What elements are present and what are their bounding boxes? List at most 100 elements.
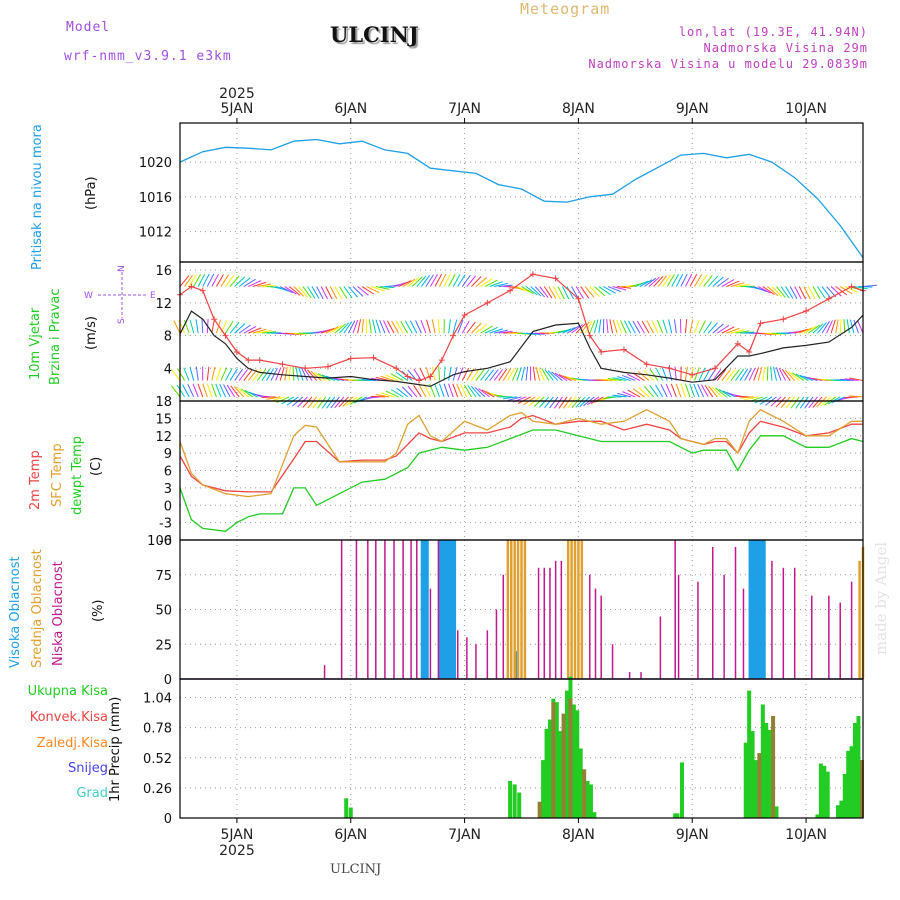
panel-frame (179, 678, 864, 819)
cloud-bar (323, 665, 326, 679)
model-name: wrf-nmm_v3.9.1 e3km (64, 49, 232, 64)
wind-arrow (361, 286, 375, 295)
gust-marker (233, 348, 240, 355)
wind-arrow (187, 383, 195, 398)
wind-arrow (284, 286, 297, 295)
y-tick-label: 0.26 (143, 782, 172, 797)
wind-arrow (784, 369, 796, 381)
compass-cross-icon (98, 272, 146, 318)
legend-freezing-rain: Zaledj.Kisa (36, 736, 108, 751)
wind-arrow (566, 286, 574, 300)
wind-arrow (533, 396, 545, 407)
x-tick-label-bottom: 10JAN (785, 827, 827, 843)
wind-arrow (835, 319, 839, 334)
cloud-bar (537, 567, 540, 679)
wind-arrow (516, 286, 530, 293)
wind-arrow (674, 366, 677, 381)
wind-arrow (726, 327, 740, 334)
gust-marker (712, 365, 719, 372)
wind-arrow (502, 396, 518, 400)
conv-precip-bar (757, 753, 762, 818)
wind-arrow (471, 385, 481, 398)
cloud-bar (443, 540, 447, 679)
precip-bar (743, 742, 748, 818)
wind-arrow (808, 324, 821, 334)
wind-arrow (312, 396, 322, 409)
y-tick-label: 0.52 (143, 752, 172, 767)
wind-arrow (590, 396, 604, 404)
precip-bar (517, 792, 522, 818)
x-tick-label-top: 8JAN (562, 101, 595, 117)
wind-arrow (781, 368, 791, 381)
wind-arrow (439, 273, 447, 287)
wind-arrow (668, 319, 673, 334)
wind-arrow (794, 286, 802, 300)
wind-arrow (643, 386, 654, 398)
wind-arrow (304, 368, 313, 381)
wind-arrow (775, 396, 786, 408)
wind-arrow (535, 366, 541, 381)
cloud-bar (560, 560, 563, 679)
wind-arrow (206, 366, 210, 381)
wind-arrow (758, 286, 771, 294)
legend-hail: Grad (76, 786, 108, 801)
wind-arrow (385, 390, 399, 398)
wind-arrow (562, 375, 577, 382)
wind-arrow (391, 320, 399, 334)
y-tick-label: 0 (164, 812, 172, 827)
cloud-bar (723, 574, 725, 679)
wind-arrow (195, 366, 199, 381)
wind-arrow (357, 319, 362, 334)
y-tick-label: 4 (164, 362, 172, 377)
cloud-bar (513, 540, 516, 679)
wind-arrow (762, 286, 775, 295)
wind-arrow (334, 396, 345, 408)
wind-arrow (387, 320, 395, 334)
wind-speed-line (179, 310, 864, 387)
y-tick-label: 15 (155, 412, 172, 427)
wind-arrow (849, 377, 864, 382)
wind-arrow (271, 396, 285, 402)
wind-arrow (853, 319, 859, 334)
wind-arrow (623, 320, 632, 334)
location-title: ULCINJ (330, 22, 419, 47)
wind-arrow (317, 396, 327, 409)
wind-arrow (812, 323, 824, 334)
wind-arrow (593, 319, 599, 334)
cloud-bar (438, 540, 443, 679)
cloud-bar (753, 540, 757, 679)
wind-arrow (467, 385, 477, 398)
temp-line-2 (179, 429, 864, 532)
wind-arrow (563, 396, 572, 409)
wind-arrow (348, 286, 358, 298)
cloud-bar (475, 644, 477, 679)
wind-arrow (466, 321, 476, 334)
wind-arrow (330, 396, 340, 409)
wind-arrow (689, 274, 698, 287)
wind-arrow (461, 274, 471, 287)
wind-arrow (229, 322, 240, 334)
wind-arrow (238, 369, 249, 381)
wind-arrow (413, 368, 422, 381)
wind-arrow (443, 366, 446, 381)
legend-snow: Snijeg (68, 761, 108, 776)
wind-arrow (452, 383, 459, 398)
wind-arrow (748, 367, 756, 381)
cloud-bar (711, 546, 714, 679)
wind-arrow (375, 394, 390, 398)
gust-marker (199, 287, 206, 294)
cloud-bar (543, 567, 546, 679)
wind-arrow (448, 273, 456, 287)
wind-arrow (320, 327, 335, 334)
gust-marker (279, 361, 286, 368)
wind-arrow (839, 319, 842, 334)
wind-arrow (507, 367, 515, 381)
cloud-bar (402, 540, 404, 679)
wind-arrow (215, 274, 224, 287)
wind-arrow (735, 395, 750, 398)
wind-arrow (357, 286, 369, 296)
wind-arrow (708, 385, 718, 398)
wind-arrow (220, 367, 228, 381)
wind-arrow (612, 319, 618, 334)
gust-marker (324, 363, 331, 370)
